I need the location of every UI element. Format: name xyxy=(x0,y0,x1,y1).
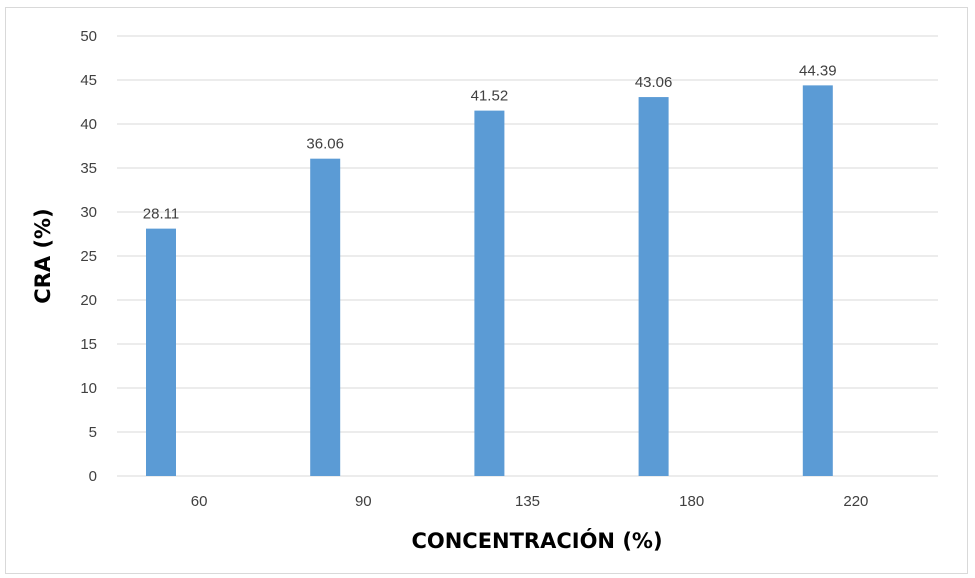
x-axis-title: CONCENTRACIÓN (%) xyxy=(411,528,662,553)
x-tick-label: 180 xyxy=(679,493,704,510)
y-tick-label: 5 xyxy=(89,424,97,441)
y-tick-label: 10 xyxy=(80,380,97,397)
data-label: 41.52 xyxy=(471,88,509,105)
data-label: 36.06 xyxy=(306,136,344,153)
y-tick-label: 35 xyxy=(80,160,97,177)
y-tick-labels: 0 5 10 15 20 25 30 35 40 45 50 xyxy=(80,28,97,485)
bar xyxy=(639,97,669,476)
y-tick-label: 25 xyxy=(80,248,97,265)
y-tick-label: 20 xyxy=(80,292,97,309)
y-tick-label: 0 xyxy=(89,468,97,485)
data-label: 43.06 xyxy=(635,74,673,91)
bar xyxy=(803,85,833,476)
x-tick-label: 90 xyxy=(355,493,372,510)
y-tick-label: 30 xyxy=(80,204,97,221)
y-tick-label: 15 xyxy=(80,336,97,353)
data-label: 44.39 xyxy=(799,62,837,79)
y-tick-label: 50 xyxy=(80,28,97,45)
bar xyxy=(310,159,340,476)
bars xyxy=(146,85,833,476)
bar xyxy=(474,111,504,476)
y-tick-label: 45 xyxy=(80,72,97,89)
x-tick-label: 135 xyxy=(515,493,540,510)
x-tick-label: 60 xyxy=(191,493,208,510)
y-tick-label: 40 xyxy=(80,116,97,133)
x-tick-label: 220 xyxy=(843,493,868,510)
y-axis-title: CRA (%) xyxy=(31,208,55,303)
data-label: 28.11 xyxy=(143,206,179,223)
x-tick-labels: 60 90 135 180 220 xyxy=(191,493,869,510)
bar xyxy=(146,229,176,476)
